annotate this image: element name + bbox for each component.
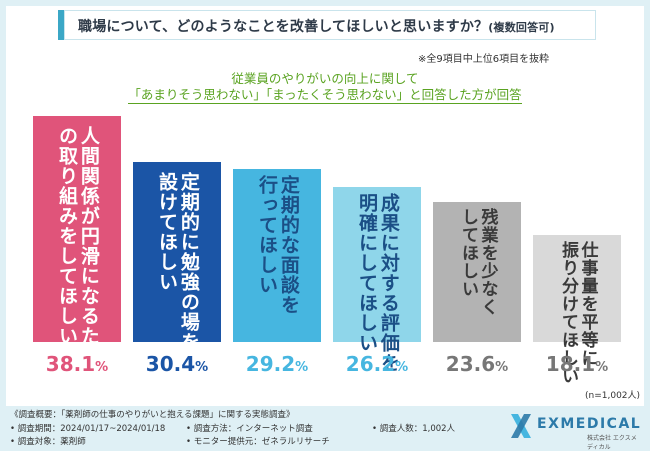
bar-1: 人間関係が円滑になるため の取り組みをしてほしい xyxy=(33,116,121,366)
logo-company: 株式会社 エクスメディカル xyxy=(587,435,637,451)
bar-label-4: 成果に対する評価を 明確にしてほしい xyxy=(356,193,400,373)
bar-label-3: 定期的な面談を 行ってほしい xyxy=(256,175,300,315)
value-label-6: 18.1% xyxy=(545,352,609,376)
bar-3: 定期的な面談を 行ってほしい xyxy=(233,169,321,342)
exmedical-logo: EXMEDICAL 株式会社 エクスメディカル xyxy=(509,410,642,451)
bar-label-6: 仕事量を平等に 振り分けてほしい xyxy=(558,241,598,385)
selection-note: ※全9項目中上位6項目を抜粋 xyxy=(418,54,550,65)
subtitle-line1: 従業員のやりがいの向上に関して xyxy=(231,71,419,86)
footer-count: • 調査人数：1,002人 xyxy=(372,424,456,434)
bar-5: 残業を少なく してほしい xyxy=(433,202,521,342)
value-label-2: 30.4% xyxy=(145,352,209,376)
sample-size: (n=1,002人) xyxy=(585,391,641,401)
chart-title: 職場について、どのようなことを改善してほしいと思いますか？(複数回答可) xyxy=(78,19,555,35)
logo-mark-icon xyxy=(511,414,531,438)
bar-label-2: 定期的に勉強の場を 設けてほしい xyxy=(156,172,200,352)
bar-6: 仕事量を平等に 振り分けてほしい xyxy=(533,235,621,385)
title-box: 職場について、どのようなことを改善してほしいと思いますか？(複数回答可) xyxy=(58,10,596,40)
value-label-3: 29.2% xyxy=(245,352,309,376)
value-label-4: 26.2% xyxy=(345,352,409,376)
logo-name: EXMEDICAL xyxy=(537,416,642,432)
subtitle-line2: 「あまりそう思わない」「まったくそう思わない」と回答した方が回答 xyxy=(128,87,522,104)
bar-label-5: 残業を少なく してほしい xyxy=(458,208,498,316)
footer-provider: • モニター提供元：ゼネラルリサーチ xyxy=(186,437,330,447)
value-label-5: 23.6% xyxy=(445,352,509,376)
bar-label-1: 人間関係が円滑になるため の取り組みをしてほしい xyxy=(56,126,100,366)
value-label-1: 38.1% xyxy=(45,352,109,376)
footer-target: • 調査対象：薬剤師 xyxy=(10,437,86,447)
bar-2: 定期的に勉強の場を 設けてほしい xyxy=(133,162,221,352)
footer-period: • 調査期間：2024/01/17~2024/01/18 xyxy=(10,424,166,434)
bar-4: 成果に対する評価を 明確にしてほしい xyxy=(333,187,421,373)
footer-method: • 調査方法：インターネット調査 xyxy=(186,424,313,434)
footer-overview: 《調査概要：「薬剤師の仕事のやりがいと抱える課題」に関する実態調査》 xyxy=(10,410,295,420)
